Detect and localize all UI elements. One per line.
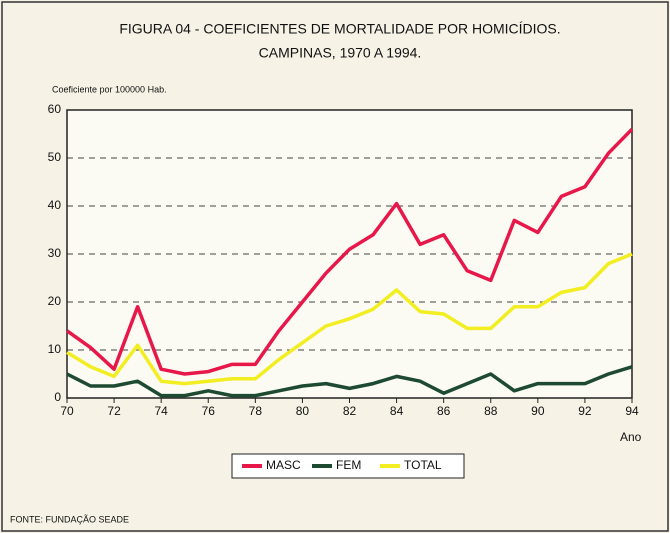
chart-title: FIGURA 04 - COEFICIENTES DE MORTALIDADE … [119,21,560,37]
x-tick-label: 72 [107,404,121,418]
x-tick-label: 88 [484,404,498,418]
x-tick-label: 92 [578,404,592,418]
plot-area [67,110,632,398]
y-tick-label: 30 [48,246,62,260]
y-axis-label: Coeficiente por 100000 Hab. [52,84,167,94]
x-tick-label: 78 [249,404,263,418]
y-tick-label: 20 [48,294,62,308]
series-line [66,252,633,386]
legend-label: FEM [336,458,361,472]
x-tick-label: 86 [437,404,451,418]
y-tick-label: 0 [54,390,61,404]
legend-box [231,453,465,479]
x-tick-label: 82 [343,404,357,418]
x-tick-label: 84 [390,404,404,418]
x-axis-label: Ano [620,430,642,444]
y-tick-label: 10 [48,342,62,356]
chart-subtitle: CAMPINAS, 1970 A 1994. [259,45,422,61]
x-tick-label: 80 [296,404,310,418]
x-tick-label: 94 [625,404,639,418]
x-tick-label: 90 [531,404,545,418]
series-line [66,365,633,398]
source: FONTE: FUNDAÇÃO SEADE [10,514,129,524]
y-tick-label: 40 [48,198,62,212]
y-tick-label: 60 [48,102,62,116]
x-tick-label: 76 [202,404,216,418]
y-tick-label: 50 [48,150,62,164]
x-tick-label: 74 [154,404,168,418]
series-line [65,127,634,376]
x-tick-label: 70 [60,404,74,418]
legend-label: MASC [266,458,301,472]
legend-label: TOTAL [404,458,442,472]
